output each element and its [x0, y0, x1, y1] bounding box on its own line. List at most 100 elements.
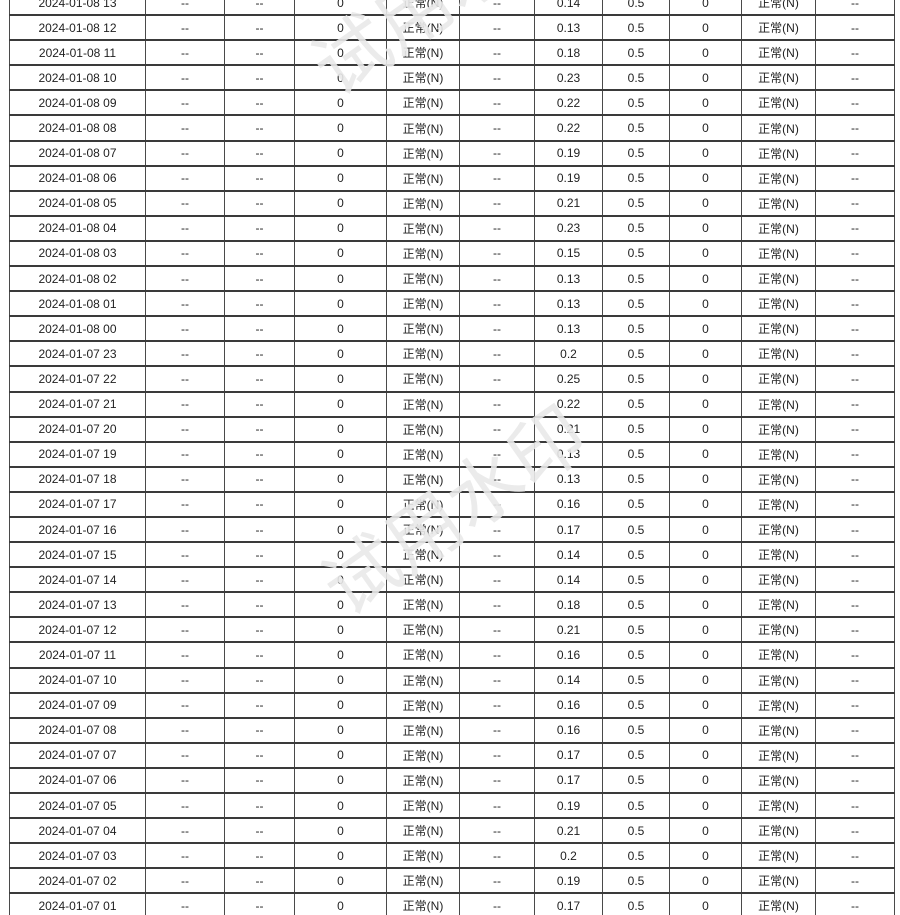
- table-cell: 0.16: [534, 716, 603, 744]
- table-cell: 0: [294, 64, 387, 92]
- table-cell: --: [145, 114, 225, 142]
- table-cell: 0.15: [534, 239, 603, 268]
- cell-timestamp: 2024-01-08 02: [9, 265, 146, 293]
- table-cell: --: [459, 817, 535, 845]
- table-cell: --: [145, 164, 225, 192]
- table-cell: --: [459, 214, 535, 242]
- table-cell: --: [145, 465, 225, 493]
- table-row: 2024-01-07 03 -- -- 0 正常(N) -- 0.2 0.5 0 正常(N) --: [9, 842, 895, 870]
- table-cell: --: [224, 541, 295, 569]
- table-cell: --: [145, 14, 225, 42]
- table-cell: 0: [669, 440, 742, 468]
- table-cell: 0.14: [534, 541, 603, 569]
- table-row: 2024-01-07 10 -- -- 0 正常(N) -- 0.14 0.5 0 正常(N) --: [9, 666, 895, 694]
- table-cell: --: [815, 842, 895, 870]
- table-cell: 0: [669, 39, 742, 67]
- table-cell: 0: [294, 867, 387, 895]
- table-cell: 正常(N): [741, 867, 816, 895]
- table-cell: --: [145, 666, 225, 694]
- table-cell: --: [224, 490, 295, 518]
- table-cell: --: [145, 415, 225, 443]
- cell-timestamp: 2024-01-07 21: [9, 390, 146, 418]
- table-row: 2024-01-07 20 -- -- 0 正常(N) -- 0.21 0.5 0 正常(N) --: [9, 415, 895, 443]
- table-cell: --: [145, 842, 225, 870]
- table-cell: 0: [294, 440, 387, 468]
- table-cell: 正常(N): [741, 716, 816, 744]
- table-cell: 正常(N): [741, 89, 816, 117]
- table-cell: 0.5: [602, 691, 670, 719]
- table-cell: --: [145, 716, 225, 744]
- table-cell: 正常(N): [741, 591, 816, 619]
- table-cell: --: [145, 290, 225, 318]
- table-cell: --: [145, 766, 225, 795]
- table-cell: --: [459, 415, 535, 443]
- table-cell: --: [224, 290, 295, 318]
- table-cell: --: [459, 365, 535, 393]
- cell-timestamp: 2024-01-07 11: [9, 641, 146, 669]
- table-cell: 0: [669, 541, 742, 569]
- table-cell: --: [459, 465, 535, 493]
- table-cell: 0.5: [602, 842, 670, 870]
- table-cell: 正常(N): [386, 415, 460, 443]
- table-cell: --: [145, 867, 225, 895]
- table-cell: --: [815, 490, 895, 518]
- table-cell: 正常(N): [386, 14, 460, 42]
- table-cell: 正常(N): [386, 0, 460, 17]
- table-cell: 0.5: [602, 465, 670, 493]
- table-cell: --: [459, 64, 535, 92]
- table-cell: 0: [294, 842, 387, 870]
- table-cell: --: [145, 365, 225, 393]
- table-cell: --: [459, 616, 535, 644]
- table-cell: 0: [294, 39, 387, 67]
- table-row: 2024-01-07 04 -- -- 0 正常(N) -- 0.21 0.5 0 正常(N) --: [9, 817, 895, 845]
- table-row: 2024-01-07 14 -- -- 0 正常(N) -- 0.14 0.5 0 正常(N) --: [9, 566, 895, 594]
- table-cell: 0: [669, 265, 742, 293]
- table-cell: 正常(N): [386, 616, 460, 644]
- table-cell: 正常(N): [741, 315, 816, 343]
- table-cell: --: [459, 641, 535, 669]
- table-cell: --: [459, 265, 535, 293]
- table-row: 2024-01-08 06 -- -- 0 正常(N) -- 0.19 0.5 0 正常(N) --: [9, 164, 895, 192]
- table-cell: 0.5: [602, 892, 670, 915]
- table-cell: --: [815, 0, 895, 17]
- table-row: 2024-01-07 12 -- -- 0 正常(N) -- 0.21 0.5 0 正常(N) --: [9, 616, 895, 644]
- table-row: 2024-01-08 02 -- -- 0 正常(N) -- 0.13 0.5 0 正常(N) --: [9, 265, 895, 293]
- table-cell: 正常(N): [386, 591, 460, 619]
- table-cell: --: [145, 741, 225, 769]
- table-cell: --: [815, 265, 895, 293]
- cell-timestamp: 2024-01-07 03: [9, 842, 146, 870]
- table-cell: --: [815, 390, 895, 418]
- table-cell: 0: [294, 114, 387, 142]
- table-row: 2024-01-08 10 -- -- 0 正常(N) -- 0.23 0.5 0 正常(N) --: [9, 64, 895, 92]
- table-cell: --: [815, 817, 895, 845]
- table-row: 2024-01-07 16 -- -- 0 正常(N) -- 0.17 0.5 0 正常(N) --: [9, 515, 895, 544]
- table-row: 2024-01-07 01 -- -- 0 正常(N) -- 0.17 0.5 0 正常(N) --: [9, 892, 895, 915]
- table-cell: --: [224, 139, 295, 167]
- table-cell: 正常(N): [741, 641, 816, 669]
- table-cell: 0.5: [602, 641, 670, 669]
- table-cell: 0.14: [534, 666, 603, 694]
- table-row: 2024-01-07 07 -- -- 0 正常(N) -- 0.17 0.5 0 正常(N) --: [9, 741, 895, 769]
- table-row: 2024-01-07 18 -- -- 0 正常(N) -- 0.13 0.5 0 正常(N) --: [9, 465, 895, 493]
- table-cell: 0.13: [534, 465, 603, 493]
- table-cell: --: [224, 515, 295, 544]
- table-cell: --: [145, 214, 225, 242]
- table-cell: --: [459, 390, 535, 418]
- table-cell: --: [224, 867, 295, 895]
- table-cell: 0: [669, 892, 742, 915]
- table-cell: --: [459, 340, 535, 368]
- table-cell: --: [145, 791, 225, 820]
- table-cell: 0.13: [534, 265, 603, 293]
- table-cell: 正常(N): [386, 340, 460, 368]
- table-cell: 0: [294, 89, 387, 117]
- table-cell: 0.2: [534, 340, 603, 368]
- table-cell: 正常(N): [741, 515, 816, 544]
- table-cell: --: [145, 139, 225, 167]
- table-cell: 正常(N): [741, 365, 816, 393]
- table-cell: 正常(N): [741, 239, 816, 268]
- table-cell: --: [815, 541, 895, 569]
- table-cell: 0.5: [602, 766, 670, 795]
- table-cell: 0: [669, 465, 742, 493]
- table-cell: 0.21: [534, 616, 603, 644]
- table-cell: 0: [669, 315, 742, 343]
